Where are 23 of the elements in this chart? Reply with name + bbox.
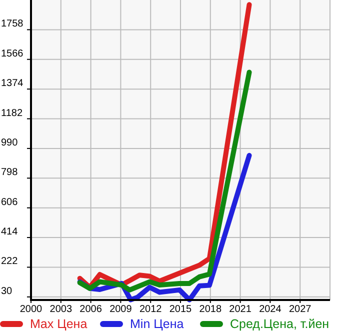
y-tick-label: 606 — [1, 196, 18, 208]
x-tick-label: 2000 — [20, 304, 43, 315]
x-tick-label: 2009 — [110, 304, 132, 315]
x-tick-label: 2021 — [229, 304, 252, 315]
legend-label: Min Цена — [130, 317, 184, 331]
x-tick-label: 2024 — [259, 304, 282, 315]
y-tick-label: 1182 — [1, 108, 23, 119]
y-tick-label: 1374 — [1, 78, 24, 90]
x-tick-label: 2012 — [139, 304, 162, 315]
x-tick-label: 2006 — [80, 304, 102, 315]
x-tick-label: 2027 — [288, 304, 312, 315]
y-tick-label: 30 — [1, 286, 13, 297]
legend-label: Сред.Цена, т.йен — [230, 317, 330, 331]
y-tick-label: 222 — [1, 256, 18, 268]
y-tick-label: 1566 — [1, 48, 24, 60]
x-tick-label: 2003 — [50, 304, 72, 315]
y-tick-label: 1758 — [1, 18, 24, 30]
legend-label: Max Цена — [30, 317, 88, 331]
y-tick-label: 798 — [1, 167, 18, 178]
y-tick-label: 990 — [1, 137, 18, 148]
y-tick-label: 414 — [1, 226, 18, 238]
x-tick-label: 2015 — [169, 304, 192, 315]
x-tick-label: 2018 — [199, 304, 222, 315]
